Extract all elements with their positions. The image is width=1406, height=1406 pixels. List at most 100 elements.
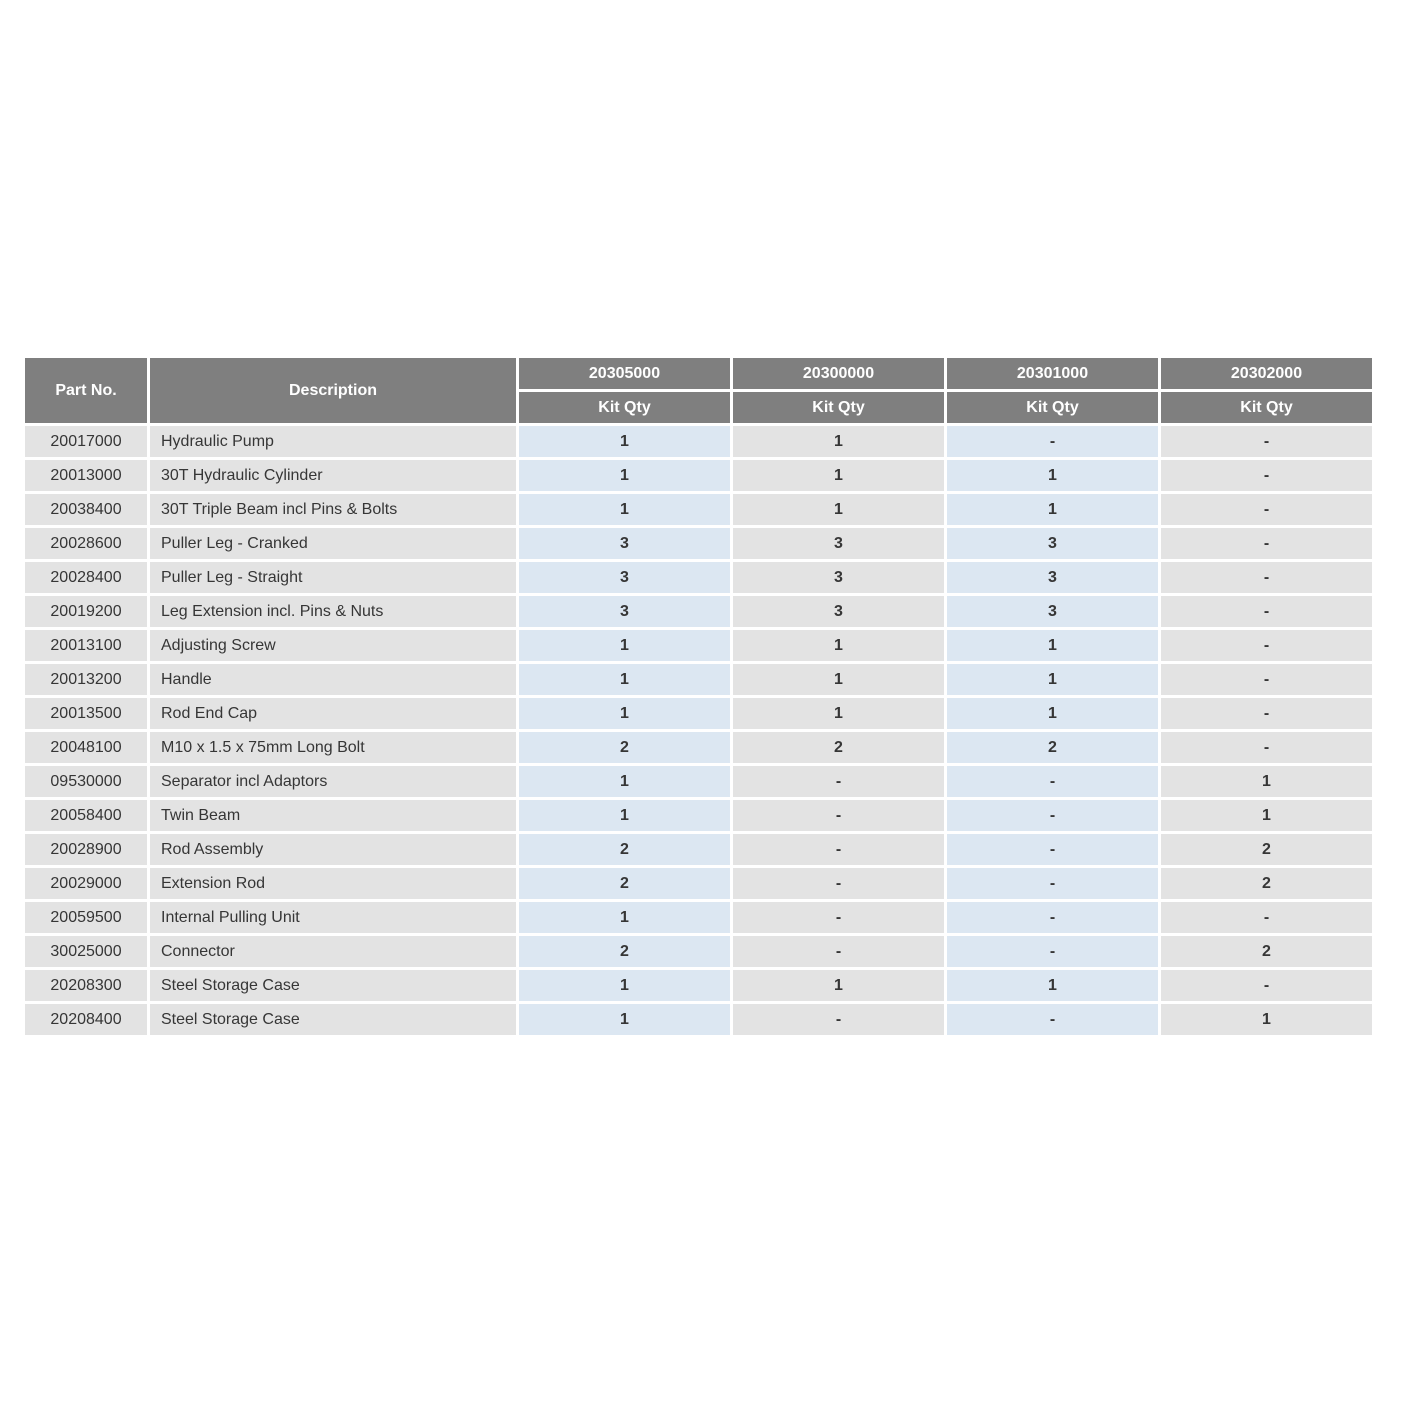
- description-cell: M10 x 1.5 x 75mm Long Bolt: [150, 732, 516, 763]
- description-cell: Adjusting Screw: [150, 630, 516, 661]
- kit-qty-cell: -: [733, 902, 944, 933]
- kit-qty-cell: 2: [947, 732, 1158, 763]
- kit-qty-cell: -: [947, 902, 1158, 933]
- subheader-kit-qty-3: Kit Qty: [1161, 392, 1372, 423]
- kit-qty-cell: -: [947, 868, 1158, 899]
- kit-qty-cell: -: [1161, 596, 1372, 627]
- description-cell: Extension Rod: [150, 868, 516, 899]
- description-cell: Connector: [150, 936, 516, 967]
- kit-qty-cell: 1: [519, 902, 730, 933]
- kit-qty-cell: 1: [947, 698, 1158, 729]
- kit-qty-cell: 1: [519, 698, 730, 729]
- kit-qty-cell: -: [1161, 902, 1372, 933]
- kit-qty-cell: 1: [1161, 1004, 1372, 1035]
- kit-qty-cell: 3: [947, 528, 1158, 559]
- description-cell: Hydraulic Pump: [150, 426, 516, 457]
- subheader-kit-qty-1: Kit Qty: [733, 392, 944, 423]
- kit-qty-cell: 2: [519, 732, 730, 763]
- column-header-kit-20302000: 20302000: [1161, 358, 1372, 389]
- table-row: 20048100 M10 x 1.5 x 75mm Long Bolt 2 2 2-: [25, 732, 1372, 763]
- kit-qty-cell: 1: [733, 698, 944, 729]
- kit-qty-cell: 1: [519, 630, 730, 661]
- description-cell: Rod Assembly: [150, 834, 516, 865]
- kit-qty-cell: 3: [733, 596, 944, 627]
- kit-qty-cell: -: [1161, 970, 1372, 1001]
- table-header: Part No. Description 20305000 20300000 2…: [25, 358, 1372, 423]
- kit-qty-cell: 2: [1161, 834, 1372, 865]
- kit-qty-cell: 1: [733, 494, 944, 525]
- kit-qty-cell: 2: [519, 936, 730, 967]
- kit-qty-cell: -: [1161, 494, 1372, 525]
- kit-qty-cell: 2: [1161, 868, 1372, 899]
- kit-qty-cell: -: [1161, 698, 1372, 729]
- header-row-kit-qty: Kit Qty Kit Qty Kit Qty Kit Qty: [25, 392, 1372, 423]
- table-row: 20208400 Steel Storage Case 1- -1: [25, 1004, 1372, 1035]
- kit-qty-cell: 1: [519, 800, 730, 831]
- kit-qty-cell: -: [1161, 528, 1372, 559]
- description-cell: Internal Pulling Unit: [150, 902, 516, 933]
- kit-qty-cell: 1: [947, 970, 1158, 1001]
- kit-qty-cell: 1: [1161, 800, 1372, 831]
- table-row: 20013200 Handle 1 1 1-: [25, 664, 1372, 695]
- kit-qty-cell: 1: [947, 494, 1158, 525]
- kit-qty-cell: 1: [519, 1004, 730, 1035]
- kit-qty-cell: 1: [947, 664, 1158, 695]
- kit-qty-cell: -: [733, 1004, 944, 1035]
- part-no-cell: 20059500: [25, 902, 147, 933]
- kit-qty-cell: -: [947, 936, 1158, 967]
- part-no-cell: 09530000: [25, 766, 147, 797]
- subheader-kit-qty-0: Kit Qty: [519, 392, 730, 423]
- kit-qty-cell: 3: [733, 528, 944, 559]
- kit-qty-cell: -: [947, 834, 1158, 865]
- part-no-cell: 20017000: [25, 426, 147, 457]
- column-header-kit-20301000: 20301000: [947, 358, 1158, 389]
- kit-qty-cell: 1: [1161, 766, 1372, 797]
- table-row: 20208300 Steel Storage Case 1 1 1-: [25, 970, 1372, 1001]
- kit-qty-cell: -: [947, 766, 1158, 797]
- part-no-cell: 20038400: [25, 494, 147, 525]
- description-cell: Rod End Cap: [150, 698, 516, 729]
- table-row: 20028900 Rod Assembly 2- -2: [25, 834, 1372, 865]
- part-no-cell: 20208300: [25, 970, 147, 1001]
- description-cell: Puller Leg - Straight: [150, 562, 516, 593]
- table-body: 20017000 Hydraulic Pump 1 1- -20013000 30T Hy…: [25, 426, 1372, 1035]
- kit-qty-cell: 1: [947, 630, 1158, 661]
- kit-qty-cell: 1: [733, 426, 944, 457]
- kit-qty-cell: 3: [733, 562, 944, 593]
- kit-qty-cell: 3: [947, 562, 1158, 593]
- kit-qty-cell: -: [1161, 562, 1372, 593]
- subheader-kit-qty-2: Kit Qty: [947, 392, 1158, 423]
- description-cell: Steel Storage Case: [150, 970, 516, 1001]
- part-no-cell: 20028900: [25, 834, 147, 865]
- kit-qty-cell: 1: [519, 766, 730, 797]
- part-no-cell: 20013200: [25, 664, 147, 695]
- kit-qty-cell: 1: [519, 970, 730, 1001]
- table-row: 20013000 30T Hydraulic Cylinder 1 1 1-: [25, 460, 1372, 491]
- kit-qty-cell: 2: [1161, 936, 1372, 967]
- kit-qty-cell: -: [1161, 732, 1372, 763]
- kit-qty-cell: -: [1161, 630, 1372, 661]
- table-row: 09530000 Separator incl Adaptors 1- -1: [25, 766, 1372, 797]
- description-cell: Handle: [150, 664, 516, 695]
- kit-qty-cell: 1: [519, 460, 730, 491]
- table-row: 20058400 Twin Beam 1- -1: [25, 800, 1372, 831]
- table-row: 30025000 Connector 2- -2: [25, 936, 1372, 967]
- kit-qty-cell: 2: [519, 834, 730, 865]
- kit-qty-cell: -: [947, 800, 1158, 831]
- table-row: 20029000 Extension Rod 2- -2: [25, 868, 1372, 899]
- kit-qty-cell: -: [1161, 460, 1372, 491]
- kit-qty-cell: 1: [733, 460, 944, 491]
- kit-qty-cell: 1: [519, 494, 730, 525]
- parts-kit-table-container: Part No. Description 20305000 20300000 2…: [22, 355, 1375, 1038]
- kit-qty-cell: -: [733, 766, 944, 797]
- kit-qty-cell: -: [947, 426, 1158, 457]
- kit-qty-cell: -: [1161, 426, 1372, 457]
- description-cell: 30T Triple Beam incl Pins & Bolts: [150, 494, 516, 525]
- part-no-cell: 20048100: [25, 732, 147, 763]
- table-row: 20028400 Puller Leg - Straight 3 3 3-: [25, 562, 1372, 593]
- kit-qty-cell: 3: [519, 596, 730, 627]
- table-row: 20028600 Puller Leg - Cranked 3 3 3-: [25, 528, 1372, 559]
- kit-qty-cell: -: [947, 1004, 1158, 1035]
- kit-qty-cell: 1: [733, 970, 944, 1001]
- column-header-description: Description: [150, 358, 516, 423]
